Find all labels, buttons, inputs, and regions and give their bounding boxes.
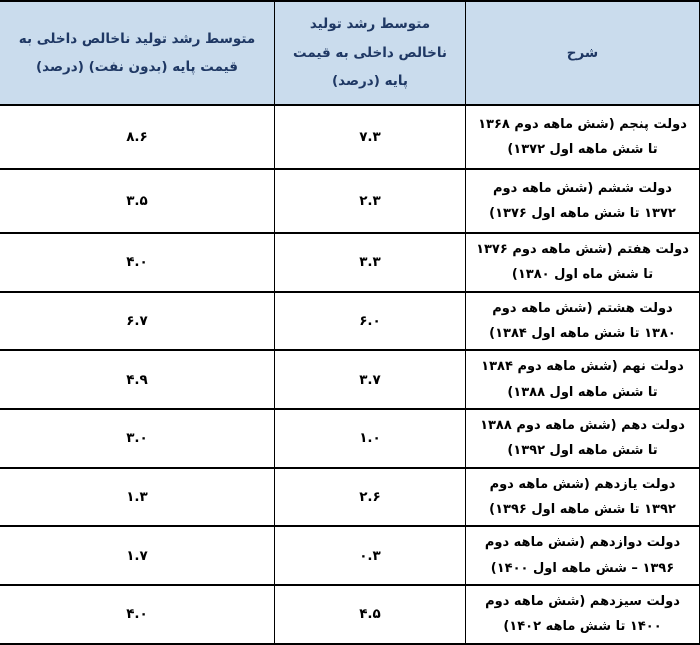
cell-description: دولت دهم (شش ماهه دوم ۱۳۸۸ تا شش ماهه او…: [465, 408, 700, 469]
cell-description: دولت ششم (شش ماهه دوم ۱۳۷۲ تا شش ماهه او…: [465, 168, 700, 234]
cell-gdp-growth-without-oil: ۸.۶: [0, 104, 275, 170]
cell-gdp-growth: ۱.۰: [274, 408, 466, 469]
cell-description: دولت دوازدهم (شش ماهه دوم ۱۳۹۶ – شش ماهه…: [465, 525, 700, 587]
cell-description: دولت نهم (شش ماهه دوم ۱۳۸۴ تا شش ماهه او…: [465, 349, 700, 411]
cell-description: دولت یازدهم (شش ماهه دوم ۱۳۹۲ تا شش ماهه…: [465, 466, 700, 528]
column-header-gdp-growth-without-oil: متوسط رشد تولید ناخالص داخلی به قیمت پای…: [0, 0, 275, 106]
cell-description: دولت هشتم (شش ماهه دوم ۱۳۸۰ تا شش ماهه ا…: [465, 290, 700, 352]
cell-gdp-growth-without-oil: ۴.۰: [0, 232, 275, 293]
column-header-description: شرح: [465, 0, 700, 106]
table-row-gov6: دولت ششم (شش ماهه دوم ۱۳۷۲ تا شش ماهه او…: [0, 168, 700, 234]
cell-gdp-growth-without-oil: ۱.۷: [0, 525, 275, 587]
cell-gdp-growth: ۰.۳: [274, 525, 466, 587]
cell-description: دولت هفتم (شش ماهه دوم ۱۳۷۶ تا شش ماه او…: [465, 232, 700, 293]
table-row-gov5: دولت پنجم (شش ماهه دوم ۱۳۶۸ تا شش ماهه ا…: [0, 104, 700, 170]
cell-gdp-growth: ۲.۳: [274, 168, 466, 234]
table-row-gov9: دولت نهم (شش ماهه دوم ۱۳۸۴ تا شش ماهه او…: [0, 349, 700, 411]
table-row-gov11: دولت یازدهم (شش ماهه دوم ۱۳۹۲ تا شش ماهه…: [0, 466, 700, 528]
cell-gdp-growth: ۳.۳: [274, 232, 466, 293]
cell-gdp-growth-without-oil: ۴.۹: [0, 349, 275, 411]
header-row: شرح متوسط رشد تولید ناخالص داخلی به قیمت…: [0, 0, 700, 106]
table-row-gov10: دولت دهم (شش ماهه دوم ۱۳۸۸ تا شش ماهه او…: [0, 408, 700, 469]
cell-gdp-growth: ۶.۰: [274, 290, 466, 352]
cell-gdp-growth-without-oil: ۳.۵: [0, 168, 275, 234]
cell-description: دولت پنجم (شش ماهه دوم ۱۳۶۸ تا شش ماهه ا…: [465, 104, 700, 170]
cell-gdp-growth-without-oil: ۳.۰: [0, 408, 275, 469]
cell-gdp-growth-without-oil: ۴.۰: [0, 584, 275, 645]
cell-gdp-growth: ۳.۷: [274, 349, 466, 411]
cell-gdp-growth-without-oil: ۶.۷: [0, 290, 275, 352]
cell-description: دولت سیزدهم (شش ماهه دوم ۱۴۰۰ تا شش ماهه…: [465, 584, 700, 645]
table-row-gov8: دولت هشتم (شش ماهه دوم ۱۳۸۰ تا شش ماهه ا…: [0, 290, 700, 352]
table-row-gov13: دولت سیزدهم (شش ماهه دوم ۱۴۰۰ تا شش ماهه…: [0, 584, 700, 645]
table-row-gov12: دولت دوازدهم (شش ماهه دوم ۱۳۹۶ – شش ماهه…: [0, 525, 700, 587]
column-header-gdp-growth: متوسط رشد تولید ناخالص داخلی به قیمت پای…: [274, 0, 466, 106]
cell-gdp-growth-without-oil: ۱.۳: [0, 466, 275, 528]
cell-gdp-growth: ۴.۵: [274, 584, 466, 645]
table-row-gov7: دولت هفتم (شش ماهه دوم ۱۳۷۶ تا شش ماه او…: [0, 232, 700, 293]
cell-gdp-growth: ۲.۶: [274, 466, 466, 528]
cell-gdp-growth: ۷.۳: [274, 104, 466, 170]
